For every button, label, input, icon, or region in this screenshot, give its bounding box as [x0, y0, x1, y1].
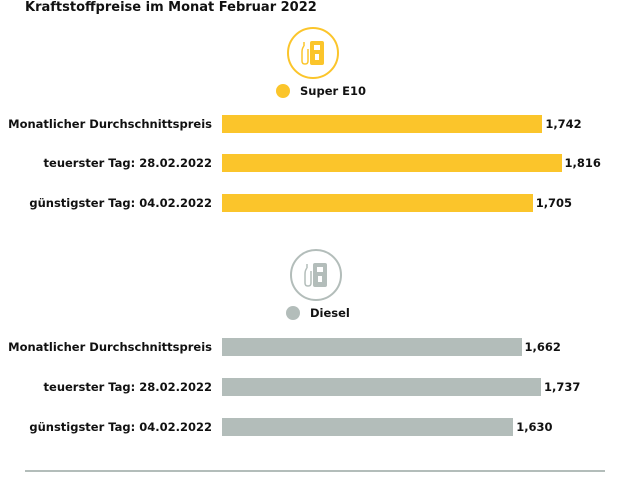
bar	[222, 194, 533, 212]
value-label: 1,737	[544, 380, 581, 394]
legend-label: Diesel	[310, 306, 350, 320]
legend-dot	[276, 84, 290, 98]
category-label: Monatlicher Durchschnittspreis	[8, 117, 212, 131]
bar	[222, 338, 522, 356]
category-label: Monatlicher Durchschnittspreis	[8, 340, 212, 354]
value-label: 1,816	[564, 156, 601, 170]
legend-label: Super E10	[300, 84, 367, 98]
bar	[222, 378, 542, 396]
legend-item: Diesel	[286, 306, 350, 320]
value-label: 1,630	[516, 420, 553, 434]
legend-item: Super E10	[276, 84, 366, 98]
divider	[25, 470, 605, 472]
category-label: günstigster Tag: 04.02.2022	[29, 196, 212, 210]
bar	[222, 154, 562, 172]
chart-title: Kraftstoffpreise im Monat Februar 2022	[25, 0, 317, 15]
bar	[222, 418, 514, 436]
fuel-pump-icon	[290, 249, 342, 301]
bar	[222, 115, 543, 133]
category-label: teuerster Tag: 28.02.2022	[43, 380, 212, 394]
fuel-pump-icon	[287, 27, 339, 79]
category-label: günstigster Tag: 04.02.2022	[29, 420, 212, 434]
value-label: 1,742	[545, 117, 582, 131]
value-label: 1,662	[524, 340, 561, 354]
value-label: 1,705	[535, 196, 573, 210]
category-label: teuerster Tag: 28.02.2022	[43, 156, 212, 170]
legend-dot	[286, 306, 300, 320]
